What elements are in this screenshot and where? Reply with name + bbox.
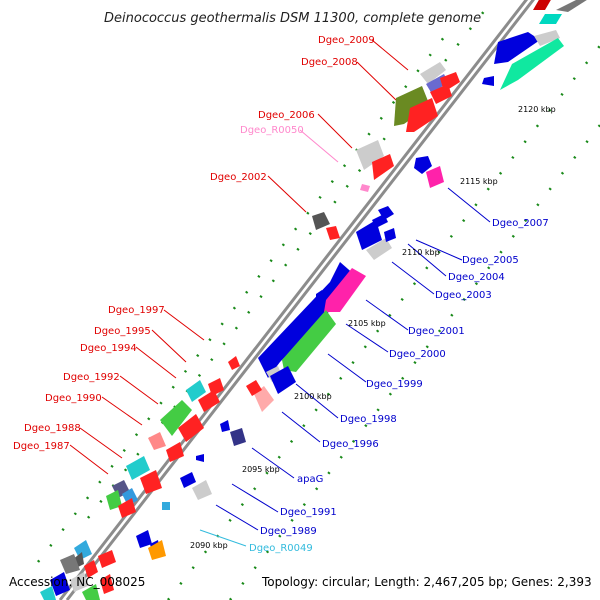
tick-label: 2110 kbp [402,248,440,257]
gene-label[interactable]: Dgeo_1997 [108,305,165,316]
tick-label: 2105 kbp [348,319,386,328]
gene-label[interactable]: Dgeo_1990 [45,393,102,404]
gene-features [40,0,587,600]
grid-line-outer-left-1 [37,31,449,563]
position-ticks: 2090 kbp 2095 kbp 2100 kbp 2105 kbp 2110… [190,105,556,550]
gene-label[interactable]: Dgeo_1992 [63,372,120,383]
gene-label[interactable]: Dgeo_2007 [492,218,549,229]
tick-label: 2095 kbp [242,465,280,474]
gene-label[interactable]: apaG [297,474,323,485]
tick-label: 2115 kbp [460,177,498,186]
gene-label[interactable]: Dgeo_1996 [322,439,379,450]
gene-label[interactable]: Dgeo_1995 [94,326,151,337]
gene-label[interactable]: Dgeo_1999 [366,379,423,390]
gene-label[interactable]: Dgeo_R0049 [249,543,313,554]
gene-label[interactable]: Dgeo_R0050 [240,125,304,136]
gene-label[interactable]: Dgeo_2009 [318,35,375,46]
right-gene-labels: Dgeo_2007 Dgeo_2005 Dgeo_2004 Dgeo_2003 … [249,218,549,554]
gene-label[interactable]: Dgeo_2006 [258,110,315,121]
gene-label[interactable]: Dgeo_2003 [435,290,492,301]
gene-label[interactable]: Dgeo_1998 [340,414,397,425]
topology-text: Topology: circular; Length: 2,467,205 bp… [261,575,592,589]
tick-label: 2100 kbp [294,392,332,401]
gene-label[interactable]: Dgeo_1989 [260,526,317,537]
gene-label[interactable]: Dgeo_1987 [13,441,70,452]
gene-label[interactable]: Dgeo_1988 [24,423,81,434]
gene-label[interactable]: Dgeo_2002 [210,172,267,183]
gene-label[interactable]: Dgeo_1994 [80,343,137,354]
gene-label[interactable]: Dgeo_2000 [389,349,446,360]
leader-lines [69,39,491,547]
map-title: Deinococcus geothermalis DSM 11300, comp… [104,11,481,26]
gene-label[interactable]: Dgeo_1991 [280,507,337,518]
tick-label: 2090 kbp [190,541,228,550]
tick-label: 2120 kbp [518,105,556,114]
left-gene-labels: Dgeo_2009 Dgeo_2008 Dgeo_2006 Dgeo_R0050… [13,35,375,452]
gene-label[interactable]: Dgeo_2005 [462,255,519,266]
accession-text: Accession: NC_008025 [9,575,145,589]
gene-label[interactable]: Dgeo_2008 [301,57,358,68]
gene-label[interactable]: Dgeo_2001 [408,326,465,337]
gene-label[interactable]: Dgeo_2004 [448,272,505,283]
